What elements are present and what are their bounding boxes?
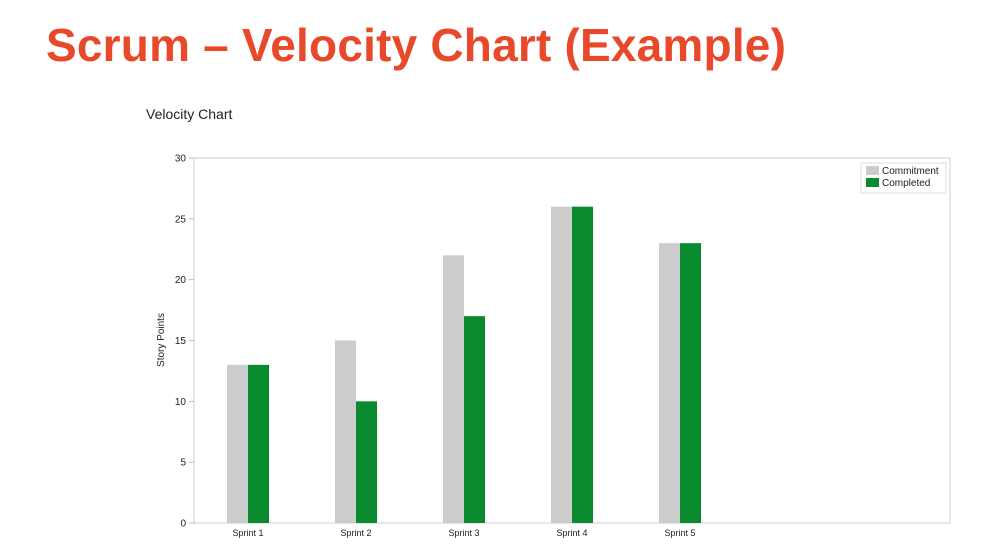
y-axis: 0 5 10 15 20 25 30 xyxy=(175,154,194,530)
x-tick-label: Sprint 5 xyxy=(664,528,695,538)
bar-commitment-3 xyxy=(443,255,464,524)
bar-commitment-4 xyxy=(551,206,572,523)
x-tick-label: Sprint 1 xyxy=(232,528,263,538)
y-tick-label: 10 xyxy=(175,397,187,408)
x-tick-label: Sprint 4 xyxy=(556,528,587,538)
bar-commitment-2 xyxy=(335,340,356,523)
legend-label-commitment: Commitment xyxy=(882,166,939,177)
y-tick-label: 20 xyxy=(175,275,187,286)
y-axis-label: Story Points xyxy=(156,313,167,367)
bar-completed-2 xyxy=(356,401,377,523)
y-tick-label: 5 xyxy=(180,458,186,469)
bar-completed-1 xyxy=(248,364,269,523)
slide-title: Scrum – Velocity Chart (Example) xyxy=(46,19,787,71)
chart-title: Velocity Chart xyxy=(146,106,233,122)
bar-commitment-1 xyxy=(227,364,248,523)
bar-completed-5 xyxy=(680,243,701,523)
bar-completed-3 xyxy=(464,316,485,523)
x-axis: Sprint 1 Sprint 2 Sprint 3 Sprint 4 Sprint 5 xyxy=(232,528,695,538)
y-tick-label: 25 xyxy=(175,214,187,225)
bar-commitment-5 xyxy=(659,243,680,523)
bar-completed-4 xyxy=(572,206,593,523)
legend-swatch-commitment xyxy=(866,166,879,175)
x-tick-label: Sprint 2 xyxy=(340,528,371,538)
legend-label-completed: Completed xyxy=(882,178,930,189)
bar-group xyxy=(227,206,701,524)
y-tick-label: 0 xyxy=(180,519,186,530)
y-tick-label: 30 xyxy=(175,154,187,165)
legend-swatch-completed xyxy=(866,178,879,187)
y-tick-label: 15 xyxy=(175,336,187,347)
x-tick-label: Sprint 3 xyxy=(448,528,479,538)
